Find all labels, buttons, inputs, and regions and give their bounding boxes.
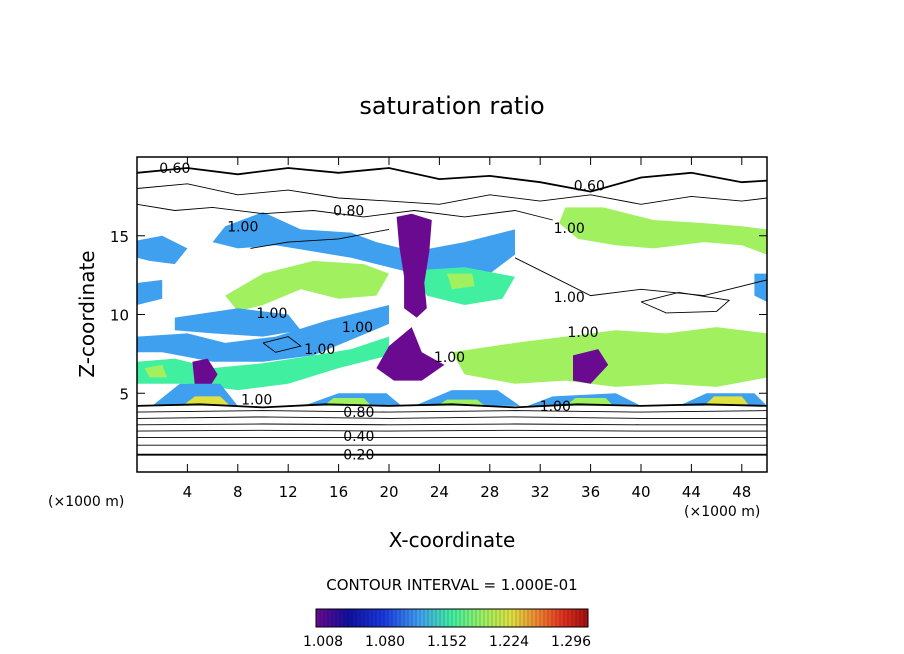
y-tick-label-1: 10: [110, 307, 129, 325]
colorbar-tick-label-4: 1.296: [551, 634, 591, 650]
x-tick-label-8: 36: [581, 483, 600, 501]
saturation-region-3: [225, 260, 389, 312]
colorbar-tick-label-3: 1.224: [489, 634, 529, 650]
contour-label-0: 0.60: [159, 161, 190, 177]
saturation-region-26: [293, 264, 319, 280]
x-tick-label-6: 28: [480, 483, 499, 501]
contour-line-10: [137, 423, 767, 426]
plot-area: 0.60 0.60 0.80 1.00 1.00 1.00 1.00 1.00 1.00 1.00…: [137, 161, 767, 464]
colorbar-tick-label-0: 1.008: [303, 634, 343, 650]
y-tick-label-2: 15: [110, 228, 129, 246]
x-tick-label-11: 48: [732, 483, 751, 501]
contour-label-2: 0.80: [333, 204, 364, 220]
x-tick-label-3: 16: [329, 483, 348, 501]
x-unit-label: (×1000 m): [684, 504, 760, 520]
contour-line-9: [137, 416, 767, 419]
contour-label-3: 1.00: [227, 219, 258, 235]
colorbar-tick-label-2: 1.152: [427, 634, 467, 650]
saturation-region-5: [137, 279, 163, 305]
contour-labels: 0.60 0.60 0.80 1.00 1.00 1.00 1.00 1.00 1.00 1.00…: [159, 161, 605, 464]
colorbar-tick-label-1: 1.080: [365, 634, 405, 650]
saturation-region-0: [137, 235, 188, 265]
contour-line-1: [137, 183, 767, 205]
x-axis-ticks: 4 8 12 16 20 24 28 32 36 40 44 48: [183, 157, 751, 501]
contour-label-13: 0.80: [343, 405, 374, 421]
contour-label-8: 1.00: [567, 325, 598, 341]
x-axis-label: X-coordinate: [389, 528, 516, 552]
contour-label-1: 0.60: [574, 178, 605, 194]
saturation-region-13: [192, 358, 218, 391]
y-tick-label-0: 5: [119, 385, 129, 403]
contour-lines: [137, 167, 767, 456]
supersaturated-regions: [137, 207, 767, 406]
contour-label-7: 1.00: [342, 320, 373, 336]
x-tick-label-1: 8: [233, 483, 243, 501]
colorbar-tick-labels: 1.008 1.080 1.152 1.224 1.296: [303, 634, 591, 650]
saturation-region-27: [686, 336, 717, 356]
saturation-region-20: [182, 396, 231, 406]
colorbar: 1.008 1.080 1.152 1.224 1.296: [303, 608, 591, 650]
saturation-region-11: [396, 213, 432, 318]
saturation-region-1: [212, 212, 515, 280]
x-tick-label-7: 32: [531, 483, 550, 501]
contour-label-10: 1.00: [434, 350, 465, 366]
z-unit-label: (×1000 m): [48, 494, 124, 510]
x-tick-label-9: 40: [631, 483, 650, 501]
contour-label-6: 1.00: [554, 290, 585, 306]
saturation-region-14: [573, 349, 609, 384]
saturation-region-24: [704, 396, 750, 406]
saturation-region-8: [137, 305, 389, 362]
saturation-region-2: [559, 207, 767, 255]
saturation-region-12: [376, 327, 445, 381]
contour-line-5: [640, 291, 731, 314]
saturation-region-29: [447, 273, 475, 290]
saturation-region-25: [598, 213, 641, 236]
contour-label-15: 0.20: [343, 448, 374, 464]
x-tick-label-0: 4: [183, 483, 193, 501]
x-tick-label-10: 44: [682, 483, 701, 501]
saturation-region-28: [144, 364, 168, 378]
contour-line-0: [137, 167, 767, 193]
chart-title: saturation ratio: [359, 92, 544, 120]
x-tick-label-5: 24: [430, 483, 449, 501]
y-axis-label: Z-coordinate: [75, 250, 99, 377]
saturation-region-10: [452, 327, 767, 387]
saturation-region-6: [754, 273, 767, 302]
colorbar-stripes: [319, 609, 585, 627]
contour-label-9: 1.00: [304, 342, 335, 358]
y-axis-ticks: 5 10 15: [110, 228, 767, 403]
contour-label-4: 1.00: [554, 221, 585, 237]
contour-line-3: [250, 228, 390, 249]
saturation-region-17: [414, 390, 520, 406]
x-tick-label-2: 12: [279, 483, 298, 501]
contour-line-7: [137, 403, 767, 409]
contour-label-11: 1.00: [241, 393, 272, 409]
contour-line-6: [262, 336, 302, 353]
contour-label-5: 1.00: [256, 306, 287, 322]
contour-interval-label: CONTOUR INTERVAL = 1.000E-01: [326, 576, 577, 594]
contour-line-8: [137, 410, 767, 413]
x-tick-label-4: 20: [379, 483, 398, 501]
contour-line-2: [137, 203, 553, 221]
saturation-region-7: [174, 308, 301, 337]
contour-label-12: 1.00: [540, 399, 571, 415]
contour-label-14: 0.40: [343, 429, 374, 445]
contour-line-11: [137, 429, 767, 432]
contour-line-4: [514, 257, 767, 297]
